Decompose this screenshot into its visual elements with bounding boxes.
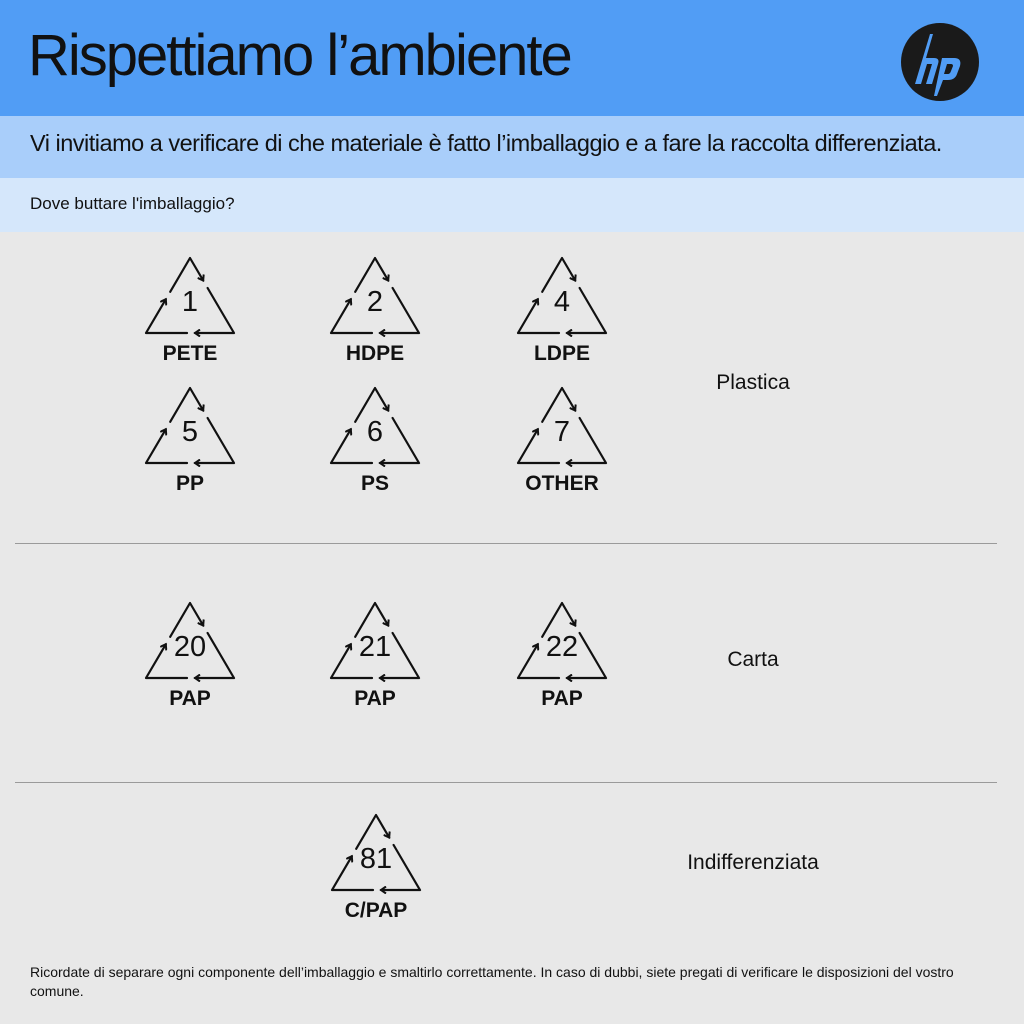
resin-code: 1 [182,286,198,318]
resin-code: 7 [554,416,570,448]
page-title: Rispettiamo l’ambiente [28,23,573,88]
category-label: Plastica [716,371,790,394]
question: Dove buttare l'imballaggio? [30,194,235,213]
material-label: C/PAP [344,899,408,922]
material-label: PAP [541,687,583,710]
recycling-symbol-icon: 4 [512,255,612,337]
subtitle-band [0,116,1024,178]
recycling-symbol-icon: 1 [140,255,240,337]
header-bar [0,0,1024,116]
category-label: Indifferenziata [687,851,819,874]
footer-note: Ricordate di separare ogni componente de… [30,964,954,999]
resin-code: 81 [360,843,392,875]
recycling-symbol-icon: 21 [325,600,425,682]
divider [15,782,997,783]
material-label: PS [360,472,389,495]
recycling-symbol-icon: 5 [140,385,240,467]
material-label: HDPE [345,342,405,365]
recycling-symbol-icon: 7 [512,385,612,467]
recycling-symbol-icon: 81 [326,812,426,894]
resin-code: 2 [367,286,383,318]
question-band [0,178,1024,232]
resin-code: 20 [174,631,206,663]
recycling-symbol-icon: 2 [325,255,425,337]
recycling-symbol-icon: 6 [325,385,425,467]
recycling-symbol-icon: 20 [140,600,240,682]
material-label: PAP [354,687,396,710]
resin-code: 5 [182,416,198,448]
resin-code: 4 [554,286,570,318]
resin-code: 21 [359,631,391,663]
subtitle: Vi invitiamo a verificare di che materia… [30,130,942,156]
material-label: OTHER [525,472,599,495]
material-label: LDPE [533,342,590,365]
hp-logo [901,23,979,101]
recycling-symbol-icon: 22 [512,600,612,682]
resin-code: 6 [367,416,383,448]
material-label: PETE [162,342,218,365]
divider [15,543,997,544]
resin-code: 22 [546,631,578,663]
category-label: Carta [727,648,779,671]
material-label: PP [175,472,204,495]
material-label: PAP [169,687,211,710]
